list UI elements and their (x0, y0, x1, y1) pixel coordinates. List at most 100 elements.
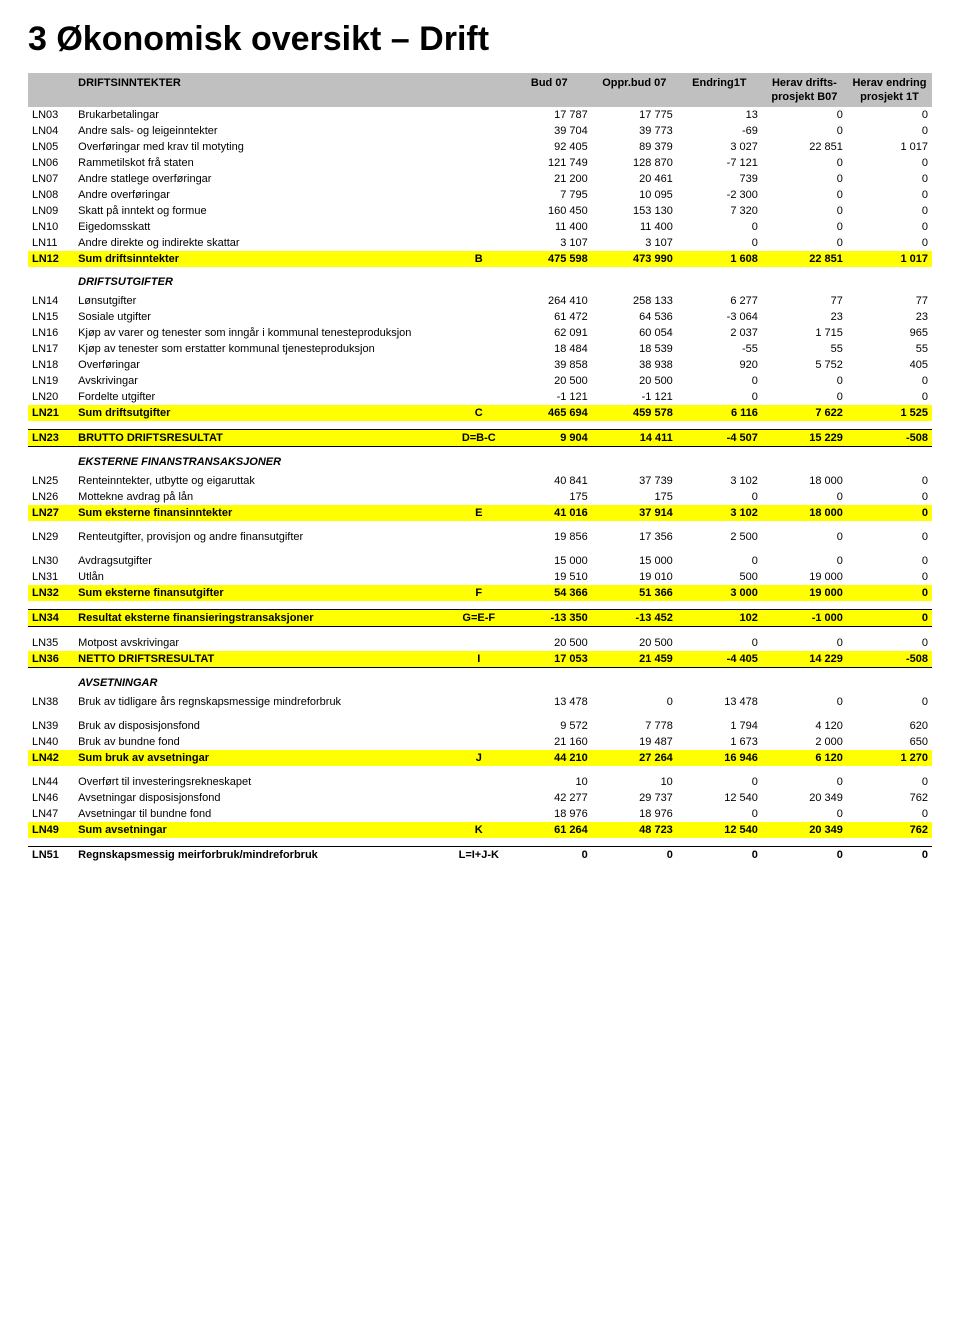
cell-value: 11 400 (507, 219, 592, 235)
cell-value: 7 320 (677, 203, 762, 219)
row-label: Sosiale utgifter (74, 309, 451, 325)
cell-value: 23 (847, 309, 932, 325)
formula-code: I (451, 651, 507, 668)
row-label: Bruk av disposisjonsfond (74, 718, 451, 734)
table-row: LN36NETTO DRIFTSRESULTATI17 05321 459-4 … (28, 651, 932, 668)
cell-value: 17 787 (507, 107, 592, 123)
cell-value: 0 (847, 569, 932, 585)
section-header: DRIFTSUTGIFTER (74, 267, 932, 293)
cell-value: 20 500 (592, 635, 677, 651)
cell-value: 22 851 (762, 251, 847, 267)
cell-value: 0 (762, 187, 847, 203)
table-row: LN05Overføringar med krav til motyting92… (28, 139, 932, 155)
cell-value: 5 752 (762, 357, 847, 373)
row-label: Skatt på inntekt og formue (74, 203, 451, 219)
cell-value: 18 976 (592, 806, 677, 822)
formula-code (451, 694, 507, 710)
row-label: Sum bruk av avsetningar (74, 750, 451, 766)
cell-value: 0 (762, 529, 847, 545)
row-label: Sum driftsinntekter (74, 251, 451, 267)
table-row: LN03Brukarbetalingar17 78717 7751300 (28, 107, 932, 123)
row-label: Renteutgifter, provisjon og andre finans… (74, 529, 451, 545)
table-row (28, 766, 932, 774)
table-row: LN21Sum driftsutgifterC465 694459 5786 1… (28, 405, 932, 421)
formula-code (451, 325, 507, 341)
row-code: LN15 (28, 309, 74, 325)
cell-value: 965 (847, 325, 932, 341)
cell-value: 4 120 (762, 718, 847, 734)
cell-value: 18 484 (507, 341, 592, 357)
row-label: Utlån (74, 569, 451, 585)
row-code: LN10 (28, 219, 74, 235)
row-code: LN40 (28, 734, 74, 750)
cell-value: 60 054 (592, 325, 677, 341)
row-label: Sum eksterne finansutgifter (74, 585, 451, 601)
table-row: LN17Kjøp av tenester som erstatter kommu… (28, 341, 932, 357)
row-code: LN07 (28, 171, 74, 187)
cell-value: 3 102 (677, 505, 762, 521)
row-label: Motpost avskrivingar (74, 635, 451, 651)
formula-code (451, 357, 507, 373)
cell-value: 15 229 (762, 430, 847, 447)
col-header: Herav drifts-prosjekt B07 (762, 73, 847, 107)
cell-value: 0 (762, 155, 847, 171)
table-row: AVSETNINGAR (28, 668, 932, 695)
cell-value: 18 976 (507, 806, 592, 822)
cell-value: 20 500 (592, 373, 677, 389)
cell-value: 0 (762, 171, 847, 187)
row-code: LN30 (28, 553, 74, 569)
cell-value: 0 (847, 489, 932, 505)
cell-value: 18 000 (762, 473, 847, 489)
formula-code (451, 309, 507, 325)
table-row: LN49Sum avsetningarK61 26448 72312 54020… (28, 822, 932, 838)
formula-code: G=E-F (451, 610, 507, 627)
formula-code (451, 774, 507, 790)
cell-value: 20 349 (762, 790, 847, 806)
cell-value: 55 (847, 341, 932, 357)
cell-value: 38 938 (592, 357, 677, 373)
table-row: LN32Sum eksterne finansutgifterF54 36651… (28, 585, 932, 601)
cell-value: 13 478 (677, 694, 762, 710)
cell-value: 20 349 (762, 822, 847, 838)
cell-value: 0 (677, 219, 762, 235)
cell-value: 739 (677, 171, 762, 187)
cell-value: -13 350 (507, 610, 592, 627)
row-code: LN31 (28, 569, 74, 585)
row-label: Overføringar med krav til motyting (74, 139, 451, 155)
cell-value: 77 (762, 293, 847, 309)
cell-value: 2 000 (762, 734, 847, 750)
cell-value: 264 410 (507, 293, 592, 309)
cell-value: 92 405 (507, 139, 592, 155)
cell-value: 0 (762, 847, 847, 864)
cell-value: 1 017 (847, 139, 932, 155)
cell-value: 64 536 (592, 309, 677, 325)
row-label: Andre overføringar (74, 187, 451, 203)
table-row: LN42Sum bruk av avsetningarJ44 21027 264… (28, 750, 932, 766)
table-row: LN25Renteinntekter, utbytte og eigarutta… (28, 473, 932, 489)
row-code: LN42 (28, 750, 74, 766)
cell-value: 0 (677, 235, 762, 251)
cell-value: 23 (762, 309, 847, 325)
cell-value: 27 264 (592, 750, 677, 766)
row-code: LN14 (28, 293, 74, 309)
cell-value: 500 (677, 569, 762, 585)
cell-value: 39 773 (592, 123, 677, 139)
cell-value: 42 277 (507, 790, 592, 806)
table-row: LN34Resultat eksterne finansieringstrans… (28, 610, 932, 627)
table-row: LN26Mottekne avdrag på lån175175000 (28, 489, 932, 505)
row-label: Kjøp av varer og tenester som inngår i k… (74, 325, 451, 341)
cell-value: 29 737 (592, 790, 677, 806)
cell-value: 39 858 (507, 357, 592, 373)
formula-code: B (451, 251, 507, 267)
table-row: LN06Rammetilskot frå staten121 749128 87… (28, 155, 932, 171)
cell-value: 17 775 (592, 107, 677, 123)
cell-value: 0 (847, 529, 932, 545)
cell-value: 51 366 (592, 585, 677, 601)
cell-value: 20 500 (507, 635, 592, 651)
cell-value: 0 (847, 389, 932, 405)
cell-value: 920 (677, 357, 762, 373)
row-code: LN38 (28, 694, 74, 710)
cell-value: 0 (762, 219, 847, 235)
cell-value: 54 366 (507, 585, 592, 601)
cell-value: 7 622 (762, 405, 847, 421)
